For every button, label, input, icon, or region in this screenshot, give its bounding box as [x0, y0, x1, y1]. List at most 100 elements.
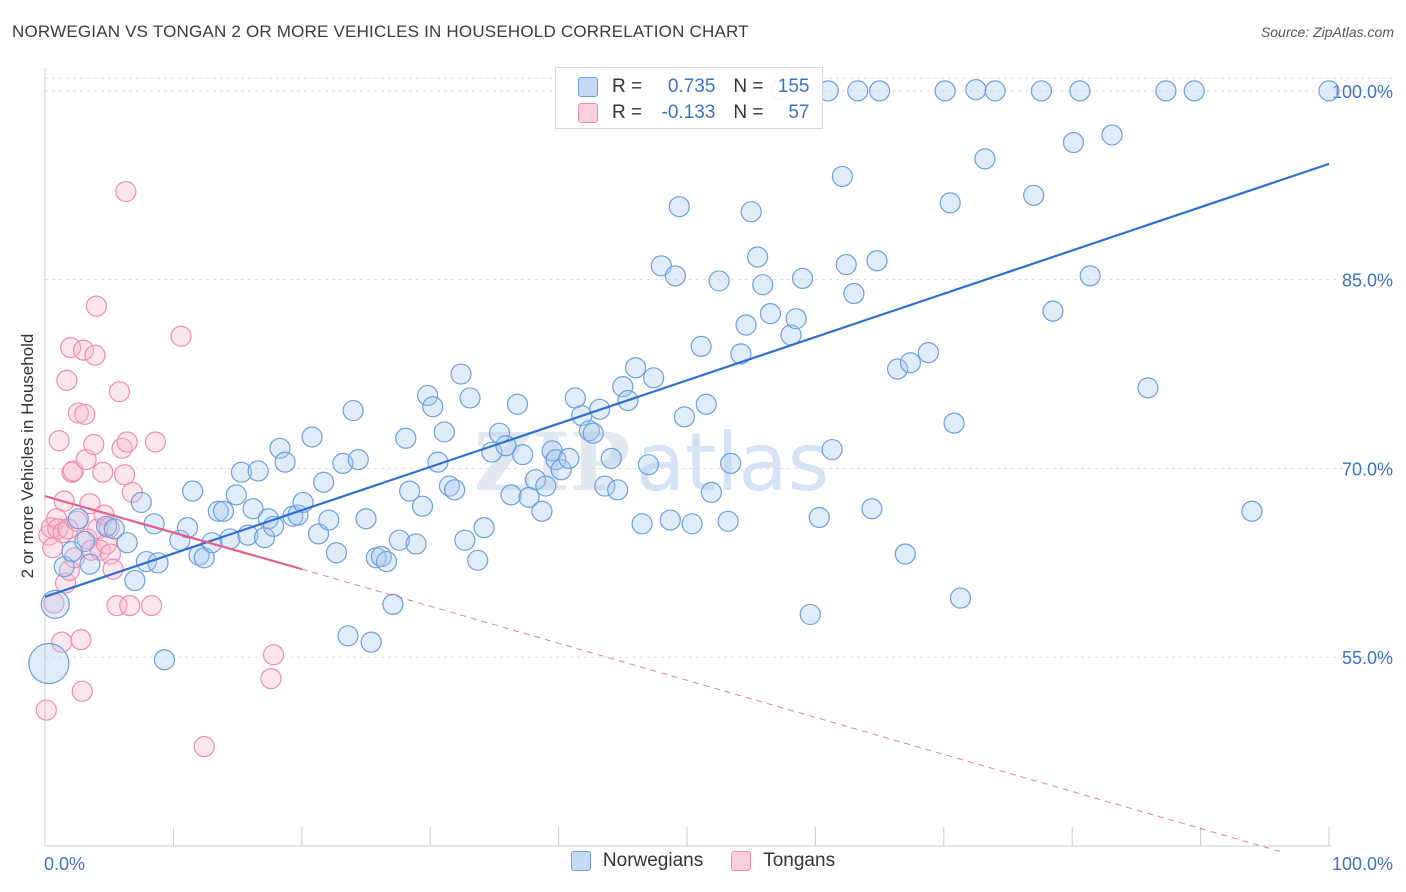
norwegians-point — [943, 412, 965, 434]
legend-item-tongans[interactable]: Tongans — [731, 850, 835, 872]
norwegians-point — [785, 308, 807, 330]
norwegians-point — [512, 443, 534, 466]
tongans-point — [140, 595, 163, 617]
norwegians-point — [74, 530, 96, 553]
y-tick-labels: 55.0% 70.0% 85.0% 100.0% — [1332, 82, 1393, 668]
tongans-point — [115, 180, 137, 203]
tongans-point — [92, 461, 114, 483]
x-tick-label-max: 100.0% — [1332, 854, 1393, 874]
norwegians-point — [735, 314, 757, 336]
norwegians-point — [690, 335, 712, 357]
norwegians-point — [375, 550, 398, 573]
trend-lines — [44, 162, 1330, 854]
norwegians-point — [274, 451, 296, 473]
norwegians-point — [473, 516, 495, 539]
norwegians-swatch — [578, 77, 598, 97]
norwegians-point — [347, 449, 369, 471]
norwegians-point — [535, 475, 557, 497]
norwegians-point — [433, 421, 455, 443]
r-label: R = — [612, 102, 643, 123]
norwegians-point — [500, 484, 522, 506]
norwegians-point — [866, 250, 888, 272]
norwegians-point — [843, 282, 865, 305]
tongans-point — [67, 402, 89, 424]
norwegians-point — [79, 553, 101, 575]
norwegians-point — [717, 510, 739, 532]
tongans-point — [102, 558, 124, 580]
norwegians-point — [360, 631, 382, 653]
norwegians-point — [659, 509, 681, 531]
norwegians-point — [625, 357, 647, 379]
norwegians-point — [1318, 80, 1340, 102]
norwegians-point — [700, 481, 722, 503]
norwegians-point — [582, 422, 604, 444]
norwegians-point — [550, 459, 572, 481]
norwegians-point — [96, 515, 118, 537]
norwegians-point — [1030, 80, 1052, 102]
norwegians-point — [673, 406, 696, 428]
norwegians-point — [1137, 377, 1159, 399]
norwegians-point — [207, 500, 229, 522]
tongans-point — [262, 644, 285, 666]
norwegians-point — [643, 367, 665, 389]
tongans-swatch — [578, 103, 598, 123]
norwegians-point — [301, 426, 323, 448]
norwegians-point — [395, 427, 417, 449]
norwegians-point — [861, 498, 883, 520]
tongans-point — [72, 339, 95, 361]
norwegians-point — [355, 508, 377, 530]
tongans-point — [85, 295, 107, 317]
tongans-point — [48, 430, 70, 452]
norwegians-point — [325, 542, 348, 564]
norwegians-point — [564, 387, 586, 409]
norwegians-point — [939, 192, 961, 214]
norwegians-point — [965, 79, 987, 101]
tongans-point — [71, 680, 93, 702]
norwegians-point — [631, 513, 653, 535]
tongans-trend-line — [44, 495, 303, 571]
norwegians-point — [740, 201, 762, 223]
norwegians-point — [399, 480, 421, 502]
norwegians-point — [759, 303, 782, 325]
tongans-point — [193, 735, 215, 758]
tongans-point — [56, 369, 78, 391]
chart-title: NORWEGIAN VS TONGAN 2 OR MORE VEHICLES I… — [12, 22, 749, 41]
axes — [44, 68, 1331, 847]
norwegians-point — [411, 495, 434, 517]
norwegians-point — [531, 500, 553, 522]
n-value-norwegians: 155 — [777, 76, 810, 97]
norwegians-point — [720, 452, 742, 475]
y-tick-label: 85.0% — [1342, 271, 1393, 291]
norwegians-point — [422, 396, 444, 418]
norwegians-point — [917, 342, 939, 364]
norwegians-points — [28, 79, 1340, 685]
norwegians-point — [143, 513, 165, 535]
norwegians-point — [242, 498, 264, 520]
norwegians-point — [1241, 500, 1263, 522]
norwegians-point — [664, 265, 687, 287]
norwegians-point — [894, 543, 916, 565]
watermark-atlas: atlas — [636, 416, 829, 509]
tongans-swatch — [731, 851, 752, 871]
norwegians-point — [558, 447, 580, 469]
norwegians-point — [899, 352, 922, 374]
correlation-legend: R = 0.735 N = 155 R = -0.133 N = 57 — [555, 67, 823, 129]
norwegians-point — [681, 513, 703, 535]
tongans-point — [114, 464, 136, 486]
norwegians-point — [847, 80, 869, 102]
tongans-point — [61, 461, 83, 483]
norwegians-point — [949, 587, 972, 609]
norwegians-point — [600, 447, 622, 469]
norwegians-trend-line — [44, 162, 1330, 598]
norwegians-point — [747, 246, 769, 268]
y-tick-label: 100.0% — [1332, 82, 1393, 102]
norwegians-point — [594, 475, 616, 497]
legend-item-norwegians[interactable]: Norwegians — [570, 850, 703, 872]
norwegians-point — [459, 387, 481, 409]
legend-label-tongans: Tongans — [763, 850, 836, 871]
tongans-point — [116, 431, 138, 453]
norwegians-point — [382, 593, 404, 615]
tongans-point — [83, 433, 105, 456]
norwegians-point — [974, 148, 996, 170]
